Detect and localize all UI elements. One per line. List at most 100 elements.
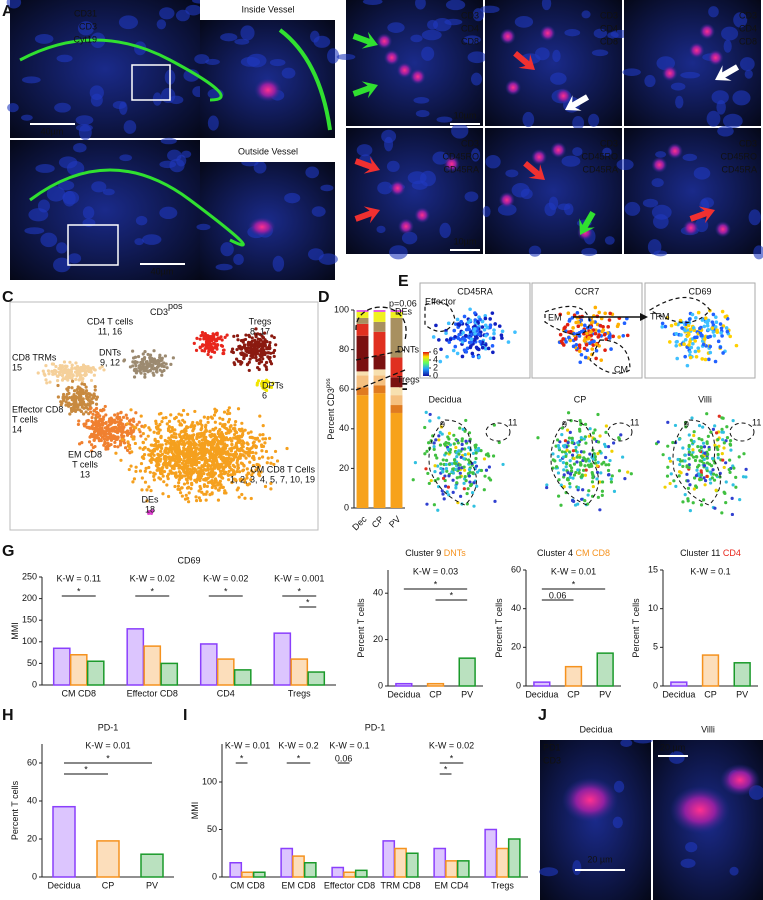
cell-dot (177, 485, 180, 488)
cell-dot (236, 334, 239, 337)
cell-dot (222, 349, 225, 352)
cell-dot (596, 335, 600, 339)
cell-dot (433, 503, 436, 506)
bar (497, 849, 508, 878)
cell-dot (94, 388, 97, 391)
cell-dot (161, 370, 164, 373)
cell-dot (483, 457, 486, 460)
cell-dot (471, 491, 474, 494)
cell-dot (619, 433, 622, 436)
label-text: MMI (10, 622, 20, 640)
y-tick-label: 40 (511, 603, 521, 613)
cell-dot (205, 490, 208, 493)
cell-dot (156, 440, 159, 443)
nucleus (671, 83, 686, 91)
nucleus (24, 227, 44, 234)
cell-dot (607, 445, 610, 448)
nucleus (732, 90, 750, 105)
cell-dot (434, 438, 437, 441)
nucleus (57, 55, 73, 63)
cell-dot (698, 327, 702, 331)
cell-dot (67, 405, 70, 408)
cell-dot (471, 472, 474, 475)
cell-dot (241, 453, 244, 456)
cell-dot (132, 356, 135, 359)
cell-dot (695, 474, 698, 477)
cell-dot (686, 364, 690, 368)
cell-dot (706, 321, 710, 325)
cell-dot (248, 361, 251, 364)
cell-dot (602, 461, 605, 464)
cell-dot (445, 355, 449, 359)
cell-dot (88, 440, 91, 443)
x-tick-label: Decidua (47, 880, 80, 890)
cell-dot (235, 358, 238, 361)
cell-dot (670, 472, 673, 475)
cell-dot (560, 433, 563, 436)
cell-dot (220, 464, 223, 467)
cell-dot (233, 433, 236, 436)
cell-dot (425, 411, 428, 414)
cell-dot (122, 416, 125, 419)
cell-dot (694, 484, 697, 487)
cell-dot (258, 368, 261, 371)
cell-dot (611, 335, 615, 339)
cell-dot (232, 470, 235, 473)
cell-dot (695, 455, 698, 458)
cell-dot (221, 418, 224, 421)
cell-dot (269, 487, 272, 490)
cell-dot (590, 465, 593, 468)
inset-caption: Inside Vessel (241, 4, 294, 14)
nucleus (730, 867, 739, 876)
kw-label: K-W = 0.01 (225, 740, 270, 750)
nucleus (669, 751, 685, 764)
nucleus (7, 103, 19, 112)
bar-segment (374, 312, 386, 322)
cell-dot (618, 438, 621, 441)
sig-label: * (240, 753, 244, 763)
cell-dot (235, 470, 238, 473)
cell-dot (601, 494, 604, 497)
cell-dot (159, 443, 162, 446)
cell-dot (214, 435, 217, 438)
cell (397, 62, 413, 78)
cell-dot (155, 367, 158, 370)
cell-dot (729, 444, 732, 447)
cell-dot (465, 328, 469, 332)
cell-dot (595, 477, 598, 480)
cell-dot (456, 352, 460, 356)
x-tick-label: Decidua (525, 689, 558, 699)
cell-dot (695, 355, 699, 359)
cell-dot (196, 471, 199, 474)
cell-dot (442, 477, 445, 480)
cell-dot (230, 453, 233, 456)
cell-dot (439, 467, 442, 470)
cell-dot (213, 441, 216, 444)
nucleus (468, 51, 487, 63)
cell-dot (214, 471, 217, 474)
cell-dot (119, 427, 122, 430)
cell-dot (693, 339, 697, 343)
stain-label: CD45RO (442, 151, 479, 161)
cell-dot (104, 448, 107, 451)
cell-dot (696, 445, 699, 448)
cell-dot (124, 446, 127, 449)
marker-title: CD69 (688, 286, 711, 296)
cell-dot (436, 477, 439, 480)
cell-dot (483, 328, 487, 332)
cell-dot (240, 448, 243, 451)
cell-dot (437, 434, 440, 437)
cell-dot (725, 326, 729, 330)
cell-dot (134, 411, 137, 414)
cell-dot (467, 452, 470, 455)
cell-dot (726, 436, 729, 439)
cell-dot (119, 443, 122, 446)
cell-dot (68, 396, 71, 399)
cell-dot (666, 475, 669, 478)
cell-dot (570, 469, 573, 472)
cell-dot (200, 470, 203, 473)
label-band (540, 720, 763, 740)
cell-dot (580, 436, 583, 439)
x-tick-label: Dec (350, 514, 369, 533)
cell-dot (705, 467, 708, 470)
